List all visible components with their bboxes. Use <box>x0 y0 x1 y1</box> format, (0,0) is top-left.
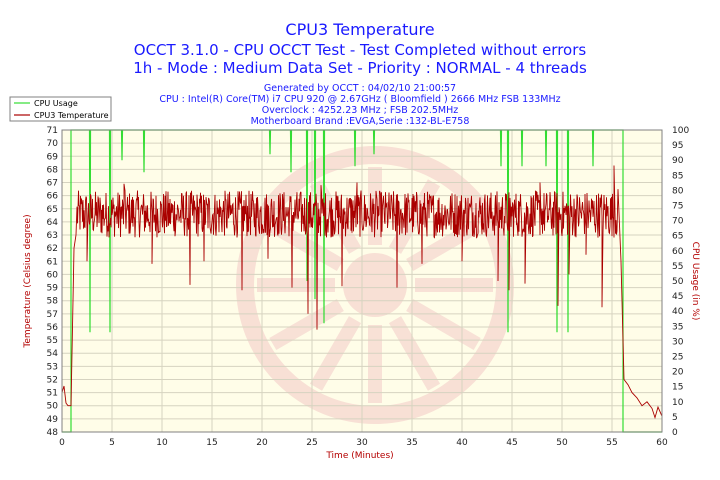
y-left-tick-label: 49 <box>47 415 59 425</box>
legend-label-cpu-usage: CPU Usage <box>34 99 78 108</box>
chart-subtitle-1: OCCT 3.1.0 - CPU OCCT Test - Test Comple… <box>134 41 587 59</box>
y-right-tick-label: 5 <box>672 413 678 423</box>
y-axis-right-label: CPU Usage (in %) <box>690 242 700 321</box>
y-left-tick-label: 67 <box>47 179 58 189</box>
y-right-tick-label: 60 <box>672 247 684 257</box>
series-line-cpu3-temperature <box>61 165 663 420</box>
x-tick-label: 45 <box>506 438 517 448</box>
y-right-tick-label: 100 <box>672 126 689 136</box>
y-left-tick-label: 62 <box>47 244 58 254</box>
y-right-tick-label: 55 <box>672 262 683 272</box>
x-tick-label: 0 <box>59 438 65 448</box>
overclock-info: Overclock : 4252.23 MHz ; FSB 202.5MHz <box>262 105 459 116</box>
y-right-tick-label: 0 <box>672 428 678 438</box>
x-tick-label: 5 <box>109 438 115 448</box>
x-tick-label: 35 <box>406 438 417 448</box>
y-right-tick-label: 10 <box>672 398 684 408</box>
generated-info: Generated by OCCT : 04/02/10 21:00:57 <box>264 83 456 94</box>
y-right-tick-label: 95 <box>672 141 683 151</box>
y-left-tick-label: 70 <box>47 139 59 149</box>
y-left-tick-label: 53 <box>47 362 58 372</box>
y-right-tick-label: 30 <box>672 337 684 347</box>
legend: CPU Usage CPU3 Temperature <box>9 96 112 122</box>
y-right-tick-label: 40 <box>672 307 684 317</box>
y-left-tick-label: 48 <box>47 428 59 438</box>
y-left-tick-label: 50 <box>47 402 59 412</box>
watermark-ray <box>406 219 481 272</box>
motherboard-info: Motherboard Brand :EVGA,Serie :132-BL-E7… <box>251 116 470 127</box>
y-left-tick-label: 68 <box>47 165 59 175</box>
chart-title: CPU3 Temperature <box>285 20 434 39</box>
watermark-ray <box>406 298 481 351</box>
x-tick-label: 55 <box>606 438 617 448</box>
legend-label-cpu3-temperature: CPU3 Temperature <box>34 111 109 120</box>
y-left-tick-label: 65 <box>47 205 58 215</box>
gridlines <box>62 130 662 432</box>
x-tick-label: 40 <box>456 438 468 448</box>
y-right-tick-label: 75 <box>672 202 683 212</box>
y-left-tick-label: 52 <box>47 375 58 385</box>
legend-box <box>9 96 112 122</box>
watermark-ray <box>269 298 344 351</box>
y-left-tick-label: 60 <box>47 270 59 280</box>
y-right-tick-label: 90 <box>672 156 684 166</box>
y-right-tick-label: 80 <box>672 186 684 196</box>
x-tick-label: 50 <box>556 438 568 448</box>
y-right-tick-label: 20 <box>672 368 684 378</box>
y-right-tick-label: 45 <box>672 292 683 302</box>
y-left-tick-label: 56 <box>47 323 59 333</box>
y-right-tick-label: 25 <box>672 353 683 363</box>
y-left-tick-label: 61 <box>47 257 58 267</box>
y-right-tick-label: 35 <box>672 322 683 332</box>
y-right-tick-label: 70 <box>672 217 684 227</box>
y-left-tick-label: 64 <box>47 218 59 228</box>
y-right-tick-label: 85 <box>672 171 683 181</box>
y-left-tick-label: 69 <box>47 152 59 162</box>
y-left-tick-label: 55 <box>47 336 58 346</box>
y-left-tick-label: 51 <box>47 389 58 399</box>
x-tick-label: 60 <box>656 438 668 448</box>
axis-ticks: 0 5 10 15 20 25 30 35 40 45 50 55 604849505152535455… <box>47 126 690 448</box>
y-left-tick-label: 58 <box>47 297 59 307</box>
watermark-ring <box>236 146 514 424</box>
y-left-tick-label: 66 <box>47 192 59 202</box>
y-axis-left-label: Temperature (Celsius degree) <box>23 214 33 348</box>
cpu-info: CPU : Intel(R) Core(TM) i7 CPU 920 @ 2.6… <box>159 94 560 105</box>
chart-subtitle-2: 1h - Mode : Medium Data Set - Priority :… <box>133 59 587 77</box>
y-left-tick-label: 63 <box>47 231 58 241</box>
y-left-tick-label: 54 <box>47 349 59 359</box>
x-tick-label: 10 <box>156 438 168 448</box>
y-right-tick-label: 50 <box>672 277 684 287</box>
y-right-tick-label: 65 <box>672 232 683 242</box>
y-right-tick-label: 15 <box>672 383 683 393</box>
y-left-tick-label: 57 <box>47 310 58 320</box>
y-left-tick-label: 59 <box>47 284 59 294</box>
x-axis-label: Time (Minutes) <box>325 451 393 461</box>
y-left-tick-label: 71 <box>47 126 58 136</box>
x-tick-label: 15 <box>206 438 217 448</box>
x-tick-label: 30 <box>356 438 368 448</box>
plot-frame <box>61 129 663 433</box>
x-tick-label: 20 <box>256 438 268 448</box>
x-tick-label: 25 <box>306 438 317 448</box>
